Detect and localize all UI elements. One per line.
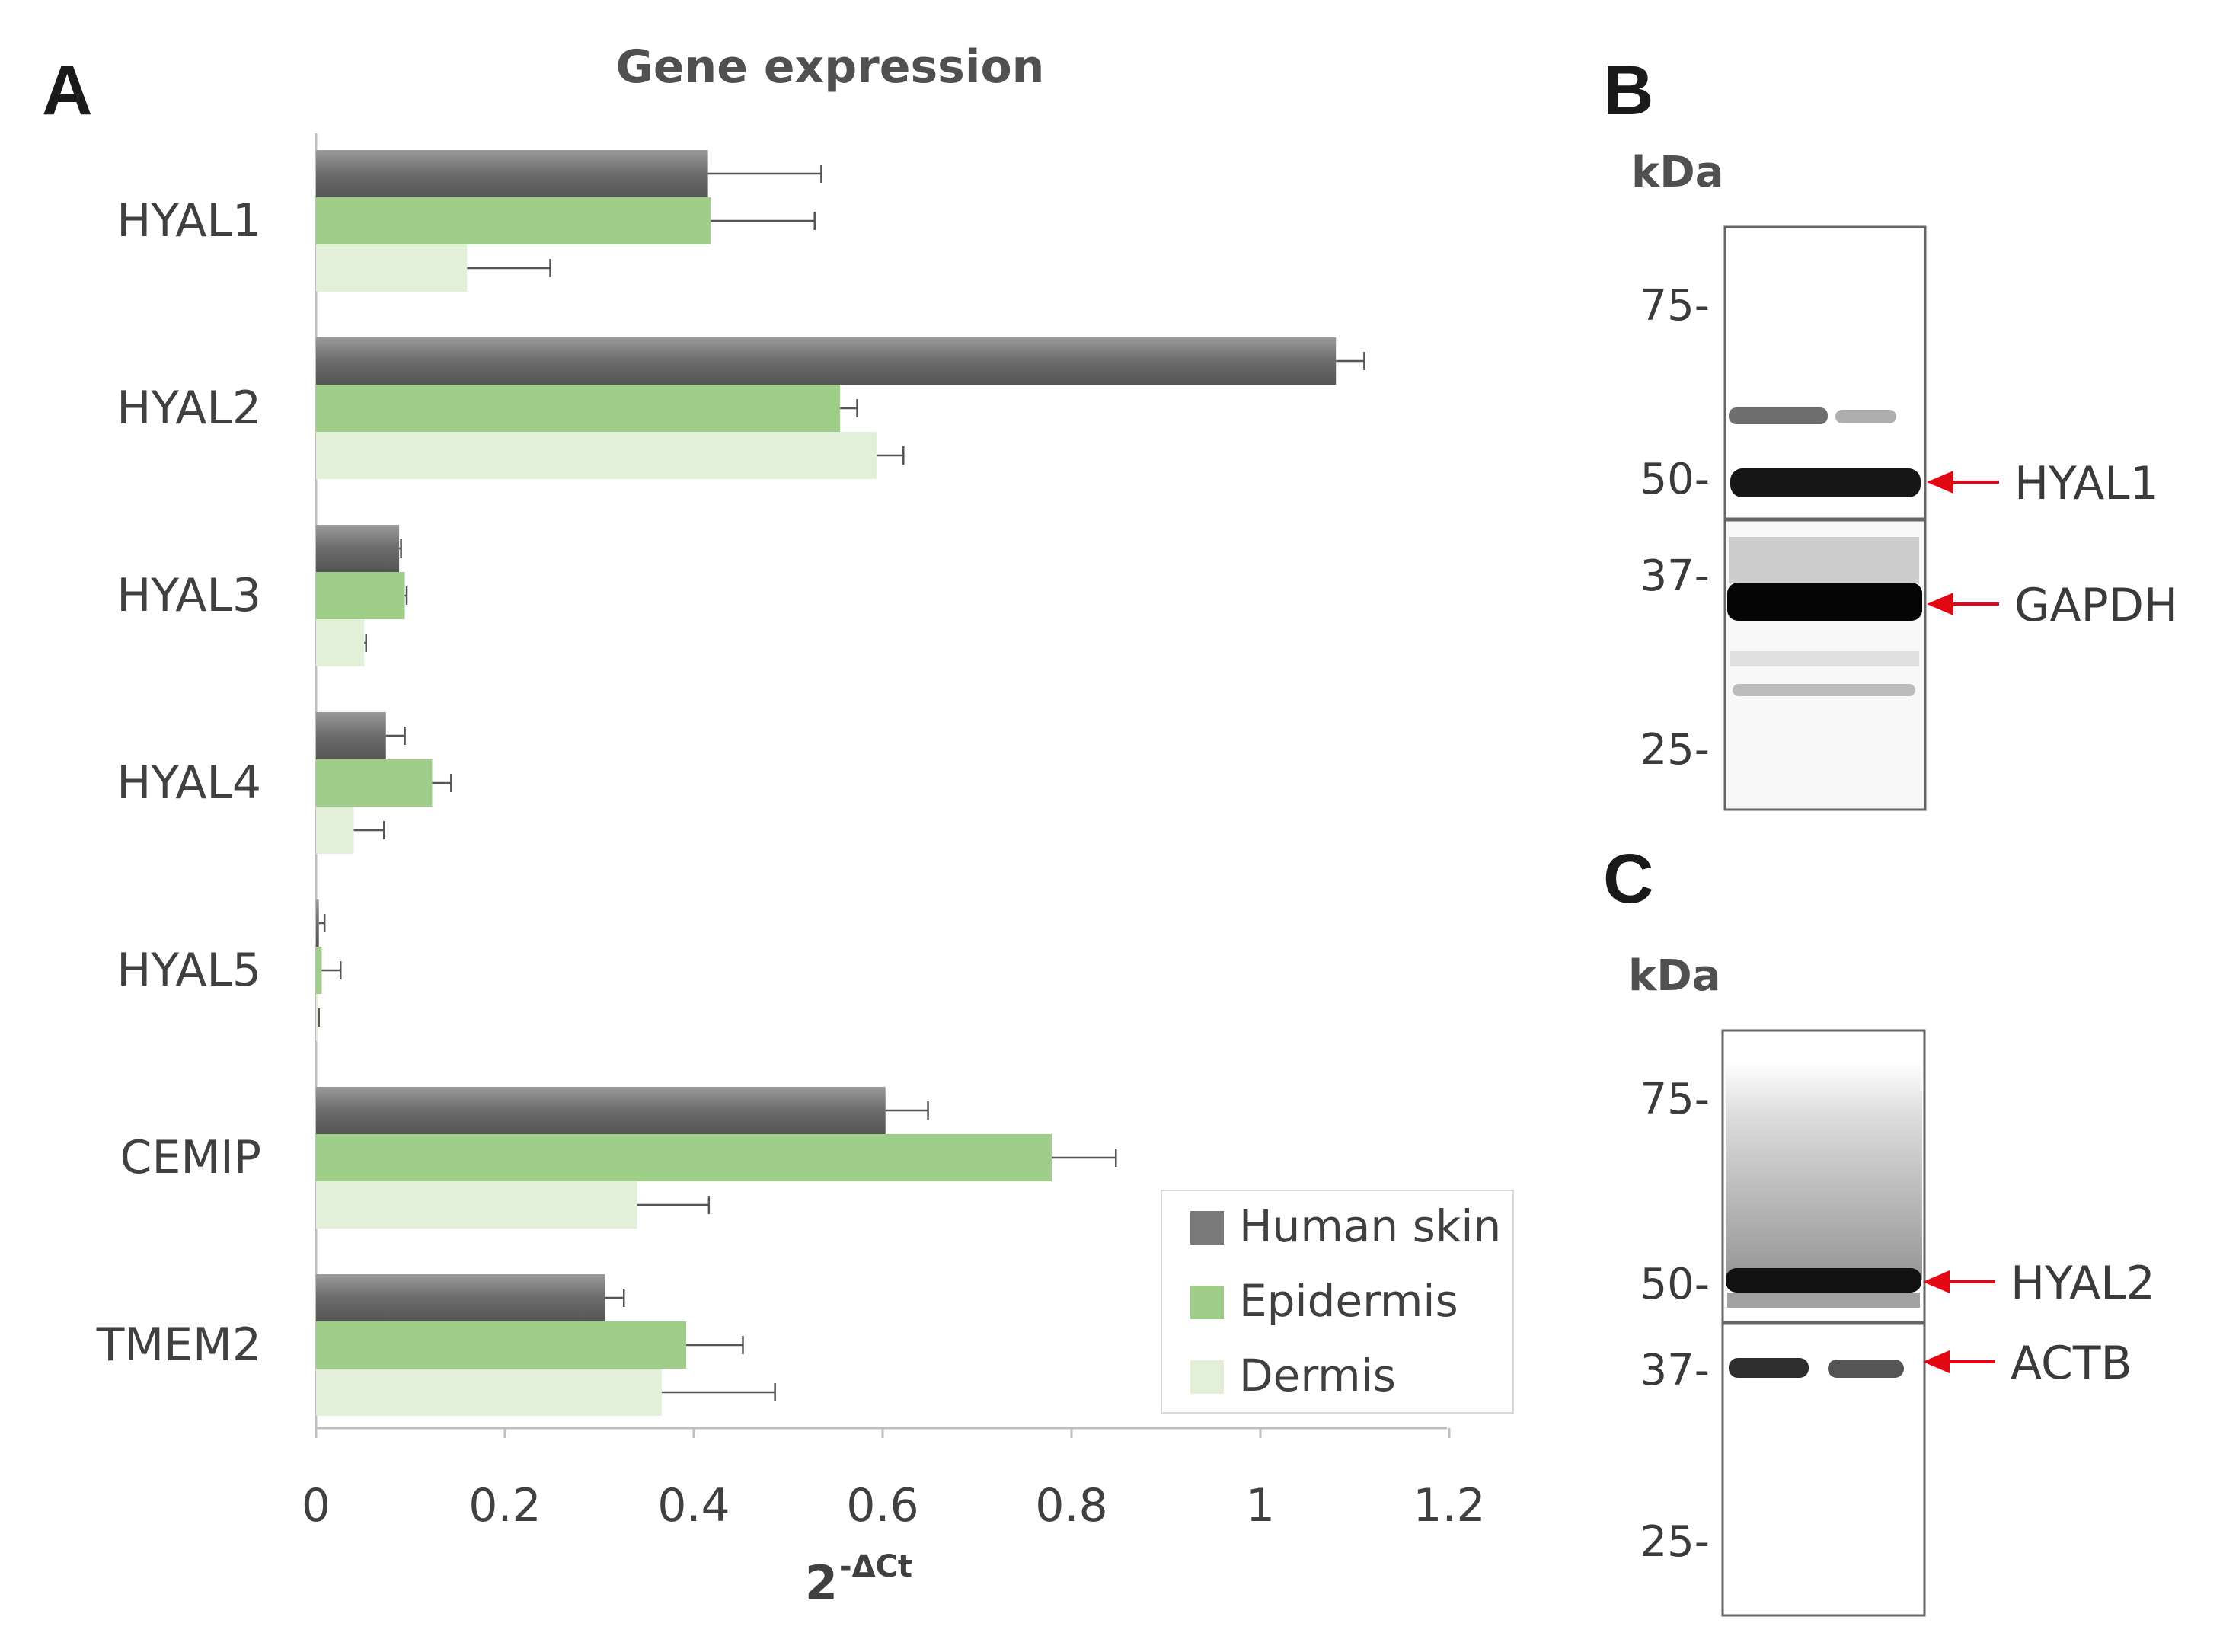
chart-legend: Human skin Epidermis Dermis <box>1161 1190 1514 1414</box>
band-actb-lane1 <box>1729 1358 1809 1378</box>
bar-hyal1-human-skin <box>316 150 708 197</box>
bar-cemip-human-skin <box>316 1087 886 1134</box>
blot-c-target-hyal2: HYAL2 <box>2011 1257 2155 1310</box>
bar-hyal5-dermis <box>316 994 318 1041</box>
band-gapdh-faint <box>1733 684 1915 696</box>
blot-c-lower-membrane <box>1721 1322 1926 1617</box>
band-hyal1-upper-lane1 <box>1729 407 1828 424</box>
bar-tmem2-human-skin <box>316 1274 605 1321</box>
category-label-hyal5: HYAL5 <box>117 944 261 997</box>
x-tick-label: 0.4 <box>657 1479 730 1532</box>
arrow-actb-icon <box>1923 1350 1995 1373</box>
band-hyal1 <box>1730 468 1921 497</box>
category-label-cemip: CEMIP <box>120 1131 261 1184</box>
blot-b-target-hyal1: HYAL1 <box>2014 457 2159 510</box>
arrow-gapdh-icon <box>1927 593 1999 615</box>
blot-c-marker-25: 25- <box>1640 1517 1710 1567</box>
bar-hyal2-dermis <box>316 432 877 479</box>
chart-title: Gene expression <box>616 40 1045 94</box>
blot-b-marker-25: 25- <box>1640 725 1710 775</box>
bar-tmem2-epidermis <box>316 1321 687 1369</box>
bar-hyal2-epidermis <box>316 385 841 432</box>
bar-hyal4-dermis <box>316 807 354 854</box>
bar-cemip-dermis <box>316 1181 637 1229</box>
bar-hyal1-epidermis <box>316 197 711 244</box>
bar-hyal4-human-skin <box>316 712 386 759</box>
x-tick-label: 0.8 <box>1035 1479 1107 1532</box>
x-tick-label: 0 <box>302 1479 331 1532</box>
bars-layer <box>316 150 1337 1416</box>
bar-hyal3-human-skin <box>316 525 400 572</box>
legend-swatch-epidermis <box>1190 1286 1224 1319</box>
bar-hyal3-dermis <box>316 619 365 666</box>
legend-label-dermis: Dermis <box>1239 1350 1396 1401</box>
blot-b-lower-membrane <box>1723 519 1927 811</box>
blot-c-target-actb: ACTB <box>2011 1337 2132 1390</box>
category-labels-layer: HYAL1 HYAL2 HYAL3 HYAL4 HYAL5 CEMIP TMEM2 <box>96 194 261 1372</box>
band-actb-lane2 <box>1828 1360 1904 1378</box>
chart-plot-area: 0 0.2 0.4 0.6 0.8 1 1.2 HYAL1HYAL2HYAL3HYAL4HY… <box>96 133 1486 1532</box>
blot-c-marker-50: 50- <box>1640 1260 1710 1309</box>
bar-hyal5-human-skin <box>316 899 319 947</box>
band-gapdh <box>1727 583 1922 621</box>
blot-b-unit: kDa <box>1631 148 1724 197</box>
blot-c-upper-membrane <box>1721 1029 1926 1324</box>
bar-tmem2-dermis <box>316 1369 662 1416</box>
error-bars-layer <box>318 165 1365 1401</box>
panel-b-label: B <box>1603 52 1653 129</box>
x-tick-label: 1.2 <box>1413 1479 1485 1532</box>
category-label-tmem2: TMEM2 <box>96 1318 261 1372</box>
category-label-hyal2: HYAL2 <box>117 382 261 435</box>
arrow-hyal2-icon <box>1923 1270 1995 1293</box>
category-label-hyal4: HYAL4 <box>117 756 261 810</box>
panel-c-label: C <box>1603 840 1653 918</box>
band-hyal2 <box>1726 1268 1921 1293</box>
x-ticks-layer: 0 0.2 0.4 0.6 0.8 1 1.2 <box>302 1428 1486 1532</box>
x-tick-label: 1 <box>1246 1479 1275 1532</box>
bar-hyal2-human-skin <box>316 337 1337 385</box>
x-tick-label: 0.2 <box>468 1479 541 1532</box>
blot-b-target-gapdh: GAPDH <box>2014 579 2178 632</box>
category-label-hyal1: HYAL1 <box>117 194 261 248</box>
arrow-hyal1-icon <box>1927 471 1999 494</box>
category-label-hyal3: HYAL3 <box>117 569 261 622</box>
x-axis-label-superscript: -ΔCt <box>839 1549 912 1584</box>
panel-a-label: A <box>42 52 92 129</box>
bar-hyal3-epidermis <box>316 572 405 619</box>
bar-hyal1-dermis <box>316 244 468 292</box>
bar-hyal5-epidermis <box>316 947 322 994</box>
blot-b-upper-membrane <box>1723 225 1927 520</box>
blot-c-marker-37: 37- <box>1640 1346 1710 1395</box>
legend-label-epidermis: Epidermis <box>1239 1275 1458 1327</box>
band-hyal1-upper-lane2 <box>1835 410 1896 423</box>
blot-c-unit: kDa <box>1628 951 1721 1001</box>
legend-swatch-dermis <box>1190 1360 1224 1394</box>
legend-label-human-skin: Human skin <box>1239 1200 1501 1252</box>
bar-cemip-epidermis <box>316 1134 1052 1181</box>
bar-hyal4-epidermis <box>316 759 433 807</box>
blot-b-marker-37: 37- <box>1640 551 1710 601</box>
blot-c-marker-75: 75- <box>1640 1075 1710 1124</box>
legend-swatch-human-skin <box>1190 1211 1224 1245</box>
blot-b-marker-75: 75- <box>1640 281 1710 331</box>
x-axis-label-base: 2 <box>805 1555 838 1611</box>
x-tick-label: 0.6 <box>846 1479 918 1532</box>
blot-b-marker-50: 50- <box>1640 455 1710 504</box>
